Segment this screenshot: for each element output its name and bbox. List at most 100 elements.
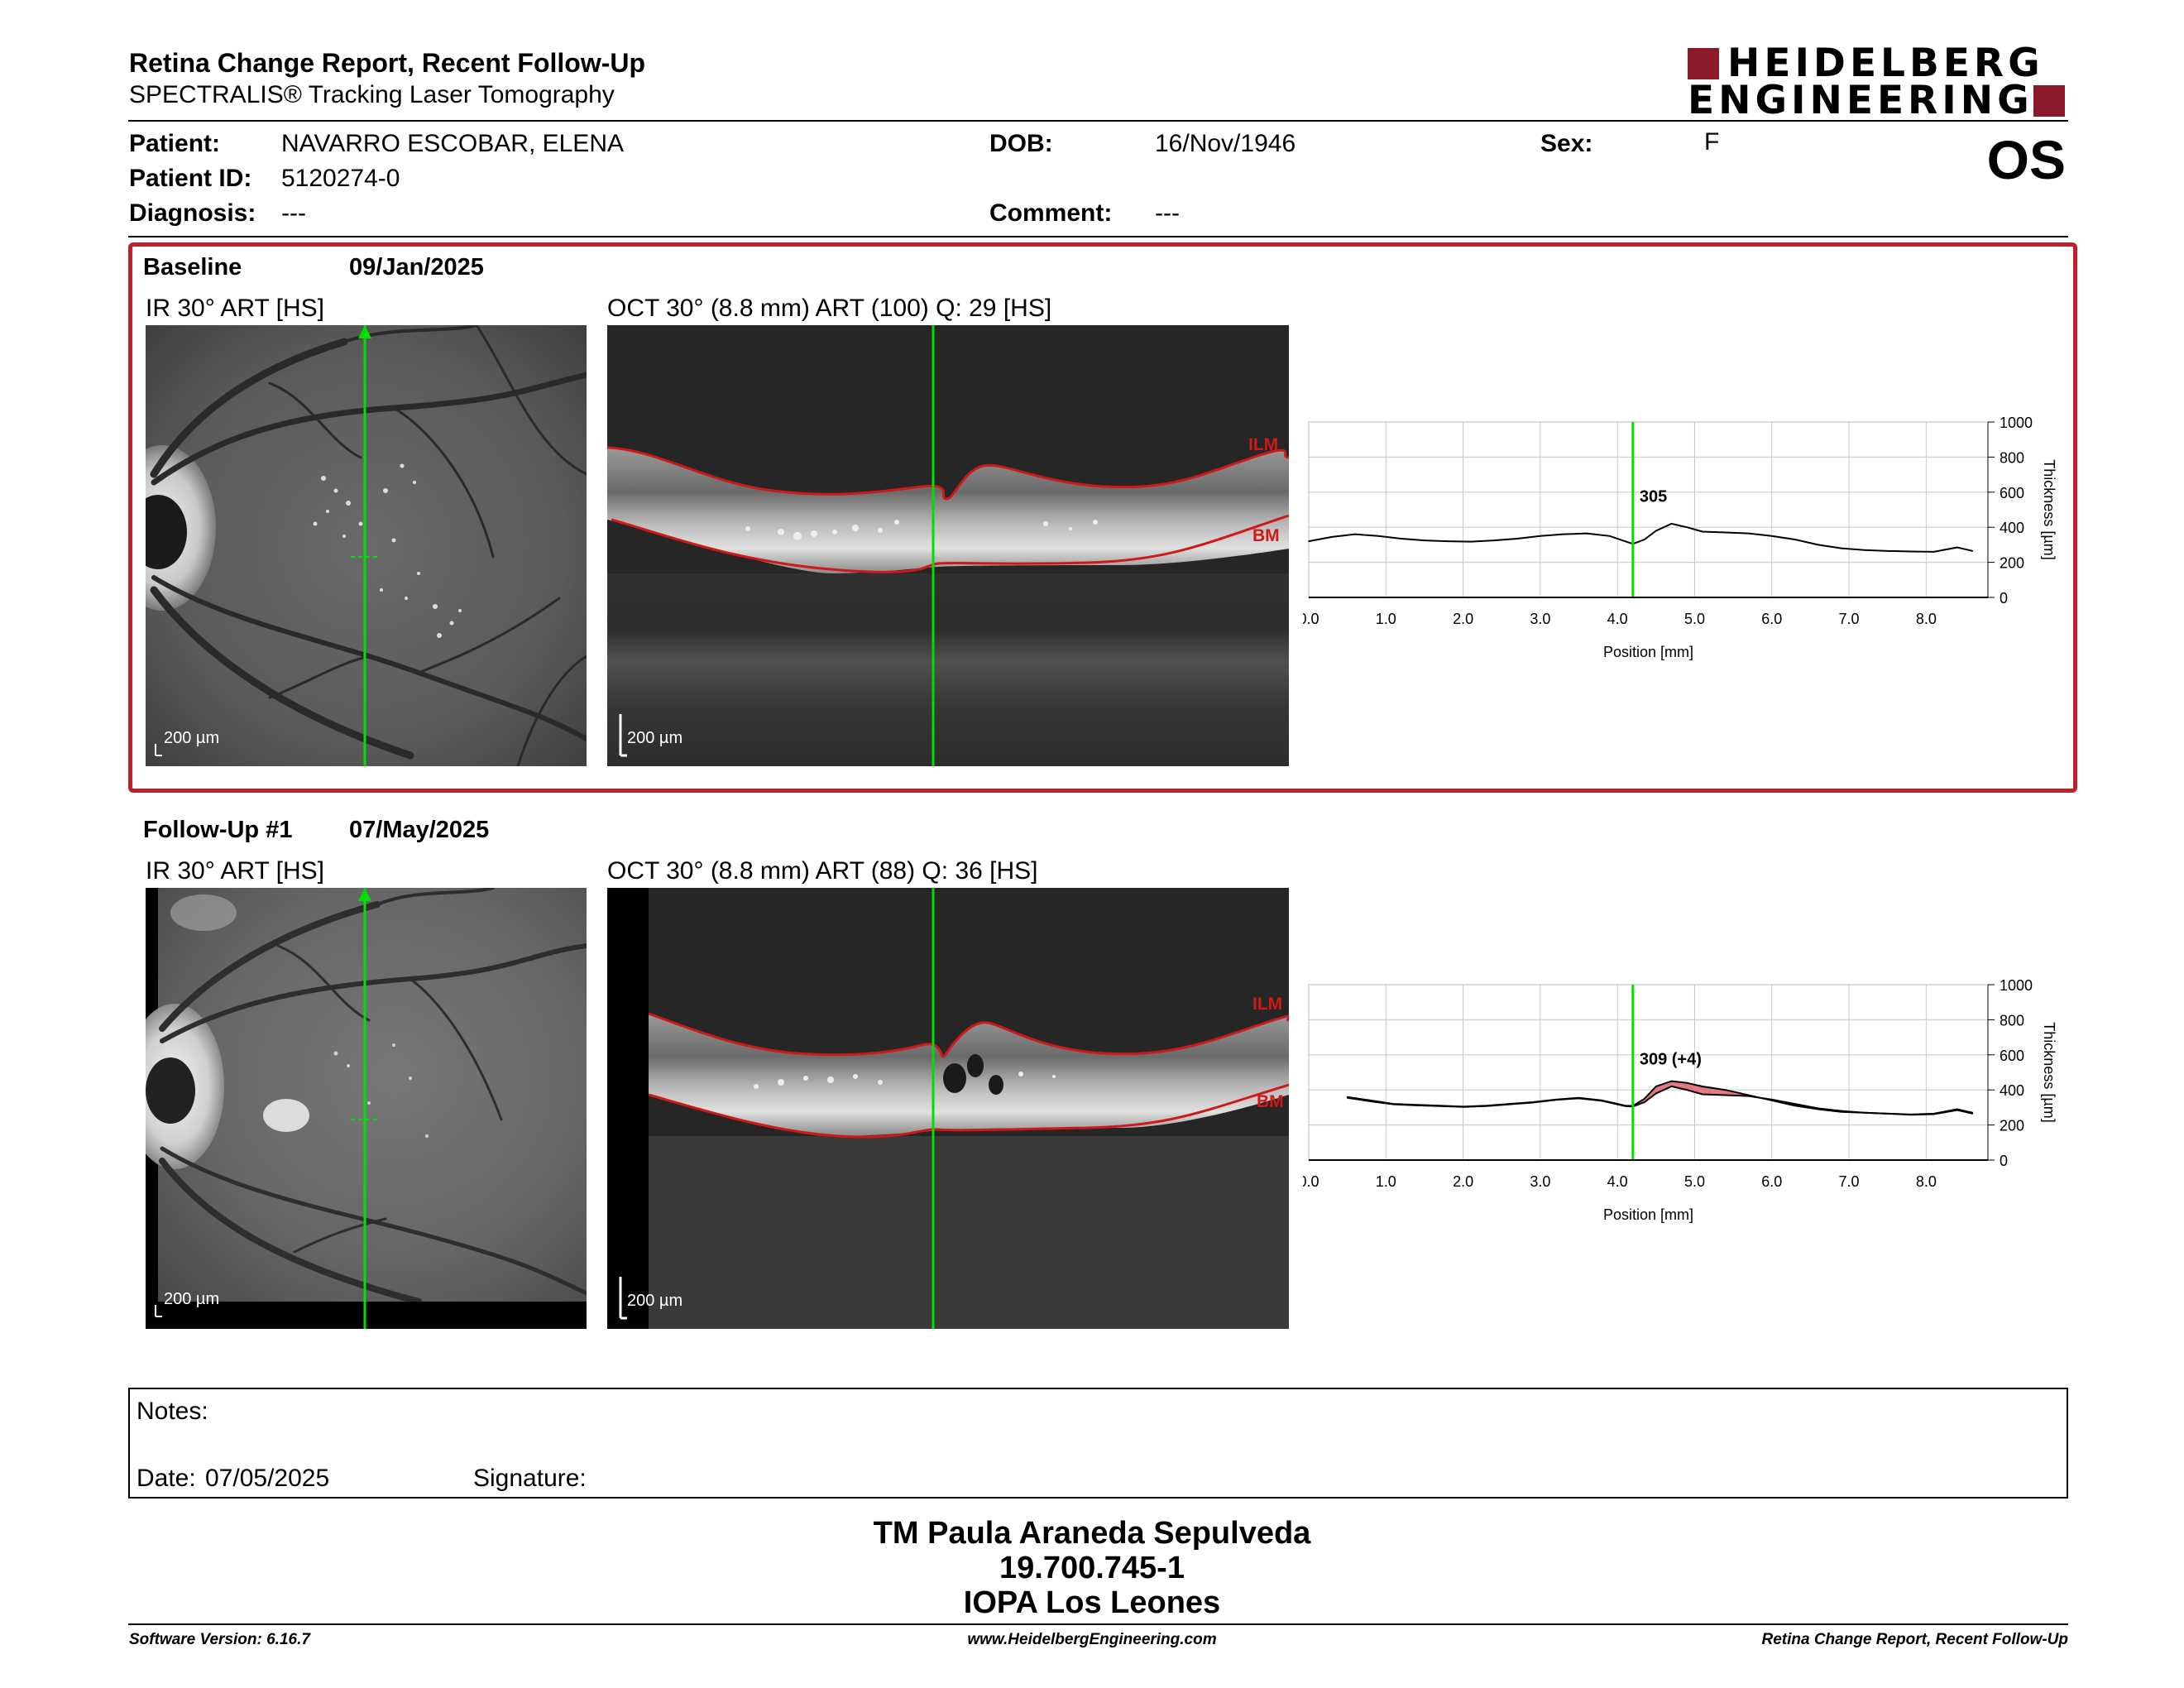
x-tick-label: 8.0	[1916, 1173, 1937, 1190]
data-point	[1724, 531, 1727, 534]
followup-oct-scale: 200 µm	[627, 1292, 683, 1310]
y-tick-label: 0	[2000, 1153, 2008, 1169]
baseline-label: Baseline	[143, 254, 242, 281]
patient-divider	[128, 236, 2068, 237]
followup-chart-grid	[1308, 984, 1989, 1161]
data-point	[1933, 1113, 1935, 1115]
footer-software-version: Software Version: 6.16.7	[129, 1631, 310, 1648]
x-tick-label: 2.0	[1453, 611, 1473, 627]
report-subtitle: SPECTRALIS® Tracking Laser Tomography	[129, 81, 615, 108]
data-point	[1670, 1086, 1673, 1087]
followup-date: 07/May/2025	[349, 817, 490, 843]
x-tick-label: 6.0	[1761, 1173, 1782, 1190]
followup-ir-scale: 200 µm	[164, 1290, 220, 1308]
y-tick-label: 200	[2000, 555, 2024, 572]
baseline-chart-axes	[1309, 421, 1995, 598]
y-tick-label: 600	[2000, 485, 2024, 501]
plot-frame	[1308, 421, 1989, 598]
data-point	[1886, 1113, 1889, 1115]
x-tick-label: 7.0	[1839, 611, 1860, 627]
x-tick-label: 8.0	[1916, 611, 1937, 627]
y-tick-label: 800	[2000, 449, 2024, 466]
data-point	[1724, 1094, 1727, 1096]
footer-divider	[128, 1623, 2068, 1625]
signature-label: Signature:	[473, 1465, 587, 1492]
data-point	[1686, 526, 1688, 528]
data-point	[1331, 536, 1333, 538]
data-point	[1308, 540, 1310, 542]
baseline-ir-scale: 200 µm	[164, 729, 220, 747]
y-tick-label: 1000	[2000, 415, 2033, 431]
diagnosis-label: Diagnosis:	[129, 199, 256, 227]
y-tick-label: 600	[2000, 1048, 2024, 1064]
footer-website: www.HeidelbergEngineering.com	[967, 1631, 1217, 1648]
data-point	[1377, 535, 1379, 537]
baseline-bm-label: BM	[1252, 526, 1280, 545]
baseline-thickness-chart: 0.0 1.0 2.0 3.0 4.0 5.0 6.0 7.0 8.0 0 200 400 600 800…	[1303, 415, 2057, 660]
comment-label: Comment:	[989, 199, 1113, 227]
patient-name: NAVARRO ESCOBAR, ELENA	[281, 130, 624, 157]
plot-frame	[1308, 984, 1989, 1161]
header-divider	[128, 120, 2068, 122]
followup-ir-fundus-image: 200 µm	[146, 888, 587, 1329]
x-axis-title: Position [mm]	[1603, 1206, 1693, 1223]
data-point	[1702, 1093, 1703, 1096]
baseline-panel-highlight	[128, 242, 2077, 793]
x-tick-label: 6.0	[1761, 611, 1782, 627]
data-point	[1747, 1095, 1750, 1097]
data-point	[1863, 1111, 1866, 1114]
x-tick-label: 2.0	[1453, 1173, 1473, 1190]
x-tick-label: 3.0	[1530, 611, 1550, 627]
y-tick-label: 400	[2000, 1082, 2024, 1099]
baseline-oct-scale: 200 µm	[627, 729, 683, 747]
marker-value-label: 305	[1640, 487, 1667, 506]
data-point	[1724, 1089, 1727, 1091]
data-point	[1624, 1105, 1626, 1107]
data-point	[1971, 550, 1974, 552]
data-point	[1586, 532, 1588, 535]
baseline-oct-caption: OCT 30° (8.8 mm) ART (100) Q: 29 [HS]	[607, 295, 1052, 322]
data-point	[1462, 1105, 1464, 1108]
data-point	[1886, 550, 1889, 552]
data-point	[1840, 547, 1842, 549]
followup-oct-bscan-image: ILM BM 200 µm	[607, 888, 1289, 1329]
data-point	[1863, 549, 1866, 551]
data-point	[1971, 1113, 1974, 1115]
followup-label: Follow-Up #1	[143, 817, 293, 843]
y-tick-label: 200	[2000, 1118, 2024, 1134]
x-tick-label: 4.0	[1607, 611, 1628, 627]
eye-indicator: OS	[1986, 129, 2066, 190]
data-point	[1424, 539, 1425, 541]
dob-label: DOB:	[989, 130, 1053, 157]
x-tick-label: 0.0	[1303, 611, 1320, 627]
patient-id-label: Patient ID:	[129, 165, 252, 192]
report-title: Retina Change Report, Recent Follow-Up	[129, 48, 646, 78]
y-tick-label: 0	[2000, 590, 2008, 607]
data-point	[1624, 540, 1626, 542]
data-point	[1686, 1089, 1688, 1091]
patient-id: 5120274-0	[281, 165, 400, 192]
sex-value: F	[1704, 128, 1720, 156]
data-point	[1392, 1103, 1395, 1105]
baseline-oct-bscan-image: ILM BM 200 µm	[607, 325, 1289, 766]
logo-line2: ENGINEERING	[1688, 78, 2033, 123]
data-point	[1644, 539, 1645, 540]
thickness-line-0	[1308, 522, 1973, 553]
y-tick-label: 1000	[2000, 977, 2033, 994]
data-point	[1670, 523, 1673, 525]
comment-value: ---	[1155, 199, 1180, 227]
baseline-chart-series	[1308, 422, 1974, 597]
x-tick-label: 3.0	[1530, 1173, 1550, 1190]
x-tick-label: 1.0	[1376, 611, 1396, 627]
followup-chart-series	[1346, 985, 1974, 1160]
y-tick-label: 800	[2000, 1012, 2024, 1029]
data-point	[1578, 1097, 1580, 1100]
data-point	[1354, 533, 1356, 535]
patient-label: Patient:	[129, 130, 221, 157]
logo-square-right	[2033, 85, 2065, 117]
sex-label: Sex:	[1540, 130, 1593, 157]
logo-square-left	[1688, 48, 1719, 79]
data-point	[1670, 1080, 1673, 1082]
notes-date-label: Date:	[136, 1465, 196, 1492]
x-tick-label: 5.0	[1684, 611, 1705, 627]
